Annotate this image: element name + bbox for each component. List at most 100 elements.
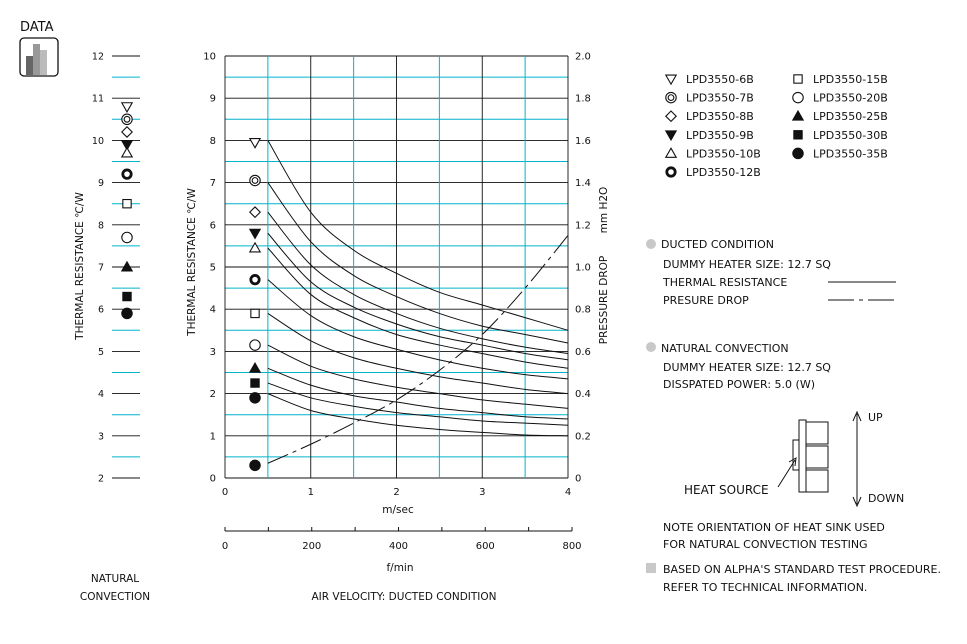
pressure-tick-label: 0.8 <box>575 305 591 316</box>
natural-y-label: THERMAL RESISTANCE ℃/W <box>74 192 86 341</box>
ducted-marker-lpd3550-8b <box>249 206 261 219</box>
ducted-marker-lpd3550-6b-shape <box>248 138 262 149</box>
curve-lpd3550-12b <box>267 279 569 380</box>
natural-caption-1: NATURAL <box>91 573 139 585</box>
natural-y-tick-label: 2 <box>98 474 104 485</box>
natural-y-tick-label: 3 <box>98 431 104 442</box>
pressure-drop-key: PRESURE DROP <box>663 294 749 307</box>
ducted-marker-lpd3550-7b-inner <box>251 177 259 184</box>
legend-label: LPD3550-10B <box>686 147 761 160</box>
x-tick-msec: 0 <box>222 487 228 498</box>
natural-y-tick-label: 7 <box>98 263 104 274</box>
legend-marker-shape <box>664 147 678 158</box>
heat-sink-fin <box>805 445 829 469</box>
x-tick-msec: 3 <box>479 487 485 498</box>
heat-sink-fin <box>805 421 829 445</box>
ducted-condition-title: DUCTED CONDITION <box>661 238 774 251</box>
pressure-tick-label: 0.4 <box>575 389 591 400</box>
pressure-tick-label: 0 <box>575 474 581 485</box>
legend-marker <box>792 147 804 160</box>
natural-y-tick-label: 11 <box>92 94 104 105</box>
pressure-unit-label: mm H2O <box>598 187 610 234</box>
ducted-y-tick-label: 4 <box>210 305 216 316</box>
natural-marker-lpd3550-8b-shape <box>121 125 133 138</box>
curve-lpd3550-15b <box>267 312 569 395</box>
legend-label: LPD3550-30B <box>813 129 888 142</box>
curve-lpd3550-10b <box>267 247 569 369</box>
natural-marker-lpd3550-35b <box>121 307 133 320</box>
x-tick-msec: 4 <box>565 487 571 498</box>
dissipated-power: DISSPATED POWER: 5.0 (W) <box>663 378 815 391</box>
ducted-y-tick-label: 6 <box>210 220 216 231</box>
natural-y-ticks: 2 3 4 5 6 7 8 9 10 11 12 <box>92 52 104 485</box>
natural-convection-panel: 2 3 4 5 6 7 8 9 10 11 12 THERMAL RESISTANCE ℃/W NA… <box>74 52 150 604</box>
curve-lpd3550-30b <box>267 382 569 426</box>
legend-marker <box>665 166 677 178</box>
pressure-tick-label: 0.2 <box>575 431 591 442</box>
legend-marker-shape <box>665 110 677 123</box>
legend-marker-shape <box>665 166 677 178</box>
ducted-ticks: 01234567891000.20.40.60.81.01.21.41.61.8… <box>203 52 591 553</box>
ducted-marker-lpd3550-35b <box>249 392 261 404</box>
legend: LPD3550-6B LPD3550-7B LPD3550-8B LPD3550-9B… <box>664 73 888 179</box>
ducted-y-tick-label: 1 <box>210 431 216 442</box>
legend-marker <box>665 110 677 123</box>
natural-marker-lpd3550-10b-shape <box>120 146 134 158</box>
ducted-marker-lpd3550-30b-shape <box>250 378 260 388</box>
legend-marker <box>664 74 678 86</box>
legend-label: LPD3550-6B <box>686 73 754 86</box>
legend-marker <box>793 130 803 140</box>
ducted-marker-lpd3550-12b-shape <box>249 274 261 286</box>
legend-marker <box>664 147 678 158</box>
natural-marker-lpd3550-12b-shape <box>121 168 133 180</box>
ducted-marker-lpd3550-15b-shape <box>250 308 260 319</box>
pressure-tick-label: 1.0 <box>575 263 591 274</box>
natural-y-tick-label: 8 <box>98 220 104 231</box>
heat-source-pointer <box>777 459 796 488</box>
arrow-down-icon <box>852 496 862 508</box>
x-tick-fmin: 400 <box>389 541 408 552</box>
legend-marker-shape <box>792 147 804 160</box>
square-bullet-icon <box>646 563 656 573</box>
heat-sink-orientation-diagram: UP DOWN HEAT SOURCE <box>684 410 904 508</box>
legend-label: LPD3550-35B <box>813 147 888 160</box>
pressure-tick-label: 0.6 <box>575 347 591 358</box>
ducted-marker-lpd3550-20b-shape <box>249 339 261 351</box>
natural-marker-lpd3550-30b <box>122 291 132 302</box>
natural-marker-lpd3550-25b-shape <box>120 260 134 272</box>
x-tick-fmin: 600 <box>476 541 495 552</box>
curve-lpd3550-9b <box>267 232 569 361</box>
natural-y-tick-label: 10 <box>92 136 104 147</box>
heat-source-block <box>792 439 800 471</box>
x-tick-fmin: 200 <box>302 541 321 552</box>
legend-marker <box>793 74 803 84</box>
pressure-drop-curve <box>267 235 569 464</box>
natural-marker-lpd3550-9b-shape <box>120 140 134 151</box>
natural-marker-lpd3550-8b <box>121 125 133 138</box>
x-tick-fmin: 0 <box>222 541 228 552</box>
ducted-markers <box>248 138 262 472</box>
ducted-y-tick-label: 10 <box>203 52 216 63</box>
ducted-marker-lpd3550-15b <box>250 308 260 319</box>
legend-label: LPD3550-9B <box>686 129 754 142</box>
curve-lpd3550-8b <box>267 211 569 355</box>
natural-convection-title: NATURAL CONVECTION <box>661 342 789 355</box>
ducted-y-tick-label: 9 <box>210 94 216 105</box>
natural-marker-lpd3550-7b <box>121 113 133 126</box>
x-label-msec: m/sec <box>382 504 414 516</box>
ducted-y-tick-label: 0 <box>210 474 216 485</box>
ducted-heater-size: DUMMY HEATER SIZE: 12.7 SQ <box>663 258 831 271</box>
orientation-note-1: NOTE ORIENTATION OF HEAT SINK USED <box>663 521 885 534</box>
legend-label: LPD3550-15B <box>813 73 888 86</box>
heat-source-label: HEAT SOURCE <box>684 483 769 497</box>
bullet-icon <box>646 342 656 352</box>
legend-marker <box>792 91 804 104</box>
ducted-marker-lpd3550-25b <box>248 361 262 373</box>
pressure-drop-line <box>267 235 569 464</box>
natural-y-tick-label: 4 <box>98 389 104 400</box>
standard-note-1: BASED ON ALPHA'S STANDARD TEST PROCEDURE… <box>663 563 941 576</box>
orientation-notes: NOTE ORIENTATION OF HEAT SINK USED FOR N… <box>646 521 941 594</box>
down-label: DOWN <box>868 492 904 505</box>
pressure-tick-label: 1.6 <box>575 136 591 147</box>
ducted-y-tick-label: 7 <box>210 178 216 189</box>
